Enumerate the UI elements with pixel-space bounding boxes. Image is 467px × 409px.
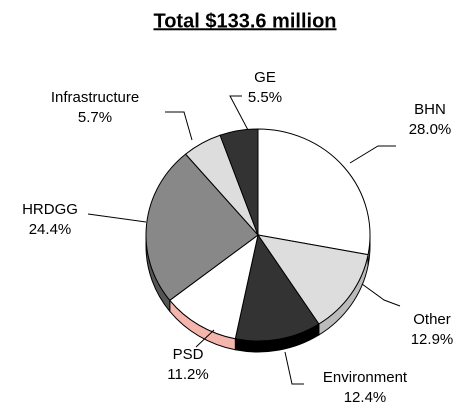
leader-line xyxy=(284,351,304,385)
slice-value: 12.4% xyxy=(344,389,387,406)
leader-line xyxy=(349,145,396,164)
leader-line xyxy=(195,329,215,348)
slice xyxy=(256,234,369,325)
slice-label: BHN xyxy=(414,101,446,118)
slice xyxy=(169,233,259,340)
slice-value: 5.5% xyxy=(248,89,282,106)
leader-line xyxy=(87,213,147,223)
slice xyxy=(219,128,259,236)
slice xyxy=(257,128,371,256)
leader-line xyxy=(165,111,193,141)
slice-label: PSD xyxy=(173,346,204,363)
slice-value: 11.2% xyxy=(167,366,208,383)
leader-line xyxy=(229,95,249,131)
slice-value: 24.4% xyxy=(29,221,72,238)
slice-label: GE xyxy=(254,69,276,86)
slice-label: Other xyxy=(413,311,451,328)
slice-value: 5.7% xyxy=(78,109,112,126)
slice-value: 28.0% xyxy=(409,121,452,138)
chart-title: Total $133.6 million xyxy=(153,10,336,32)
slice-label: Infrastructure xyxy=(51,89,139,106)
slice xyxy=(145,153,259,301)
slice xyxy=(234,233,320,342)
slice-label: Environment xyxy=(323,369,408,386)
leader-line xyxy=(361,283,401,307)
slice-label: HRDGG xyxy=(22,201,78,218)
slice-value: 12.9% xyxy=(411,331,454,348)
